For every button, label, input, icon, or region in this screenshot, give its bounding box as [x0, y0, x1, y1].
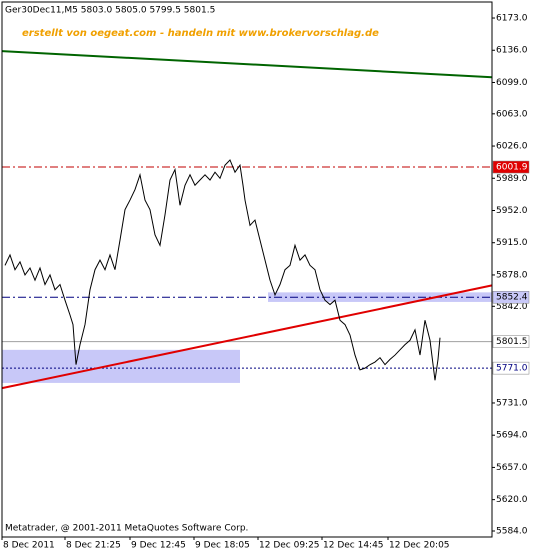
price-label: 5852.4	[496, 293, 528, 303]
price-label-box	[492, 335, 530, 348]
y-tick-label: 5842.0	[496, 302, 528, 312]
plot-area	[1, 50, 493, 390]
y-tick-label: 6173.0	[496, 14, 528, 24]
y-tick-label: 6063.0	[496, 109, 528, 119]
y-tick-label: 6099.0	[496, 78, 528, 88]
x-tick-label: 12 Dec 09:25	[259, 541, 320, 551]
y-tick-label: 5989.0	[496, 174, 528, 184]
zone	[268, 292, 492, 302]
y-tick-label: 5694.0	[496, 431, 528, 441]
y-tick-label: 5584.0	[496, 526, 528, 536]
y-tick-label: 5915.0	[496, 238, 528, 248]
price-label: 5801.5	[496, 337, 528, 347]
price-label-box	[492, 290, 530, 304]
x-tick-label: 8 Dec 21:25	[66, 541, 121, 551]
y-tick-label: 6026.0	[496, 142, 528, 152]
footer: Metatrader, @ 2001-2011 MetaQuotes Softw…	[5, 524, 248, 534]
price-label: 6001.9	[496, 163, 528, 173]
price-label: 5771.0	[496, 364, 528, 374]
y-tick-label: 5878.0	[496, 270, 528, 280]
trend-line	[1, 50, 493, 79]
x-tick-label: 9 Dec 18:05	[195, 541, 250, 551]
annotation: erstellt von oegeat.com - handeln mit ww…	[22, 28, 379, 39]
x-tick-label: 8 Dec 2011	[3, 541, 55, 551]
y-tick-label: 6136.0	[496, 46, 528, 56]
y-tick-label: 5657.0	[496, 463, 528, 473]
zone	[2, 349, 240, 383]
trend-line	[1, 284, 493, 390]
y-tick-label: 5952.0	[496, 206, 528, 216]
x-tick-label: 12 Dec 14:45	[323, 541, 384, 551]
price-line	[4, 159, 441, 381]
chart-title: Ger30Dec11,M5 5803.0 5805.0 5799.5 5801.…	[5, 6, 215, 16]
price-label-box	[492, 361, 530, 375]
y-tick-label: 5620.0	[496, 495, 528, 505]
price-label-box	[492, 160, 530, 174]
y-tick-label: 5731.0	[496, 398, 528, 408]
x-tick-label: 9 Dec 12:45	[131, 541, 186, 551]
plot-frame	[1, 1, 493, 538]
x-tick-label: 12 Dec 20:05	[389, 541, 450, 551]
